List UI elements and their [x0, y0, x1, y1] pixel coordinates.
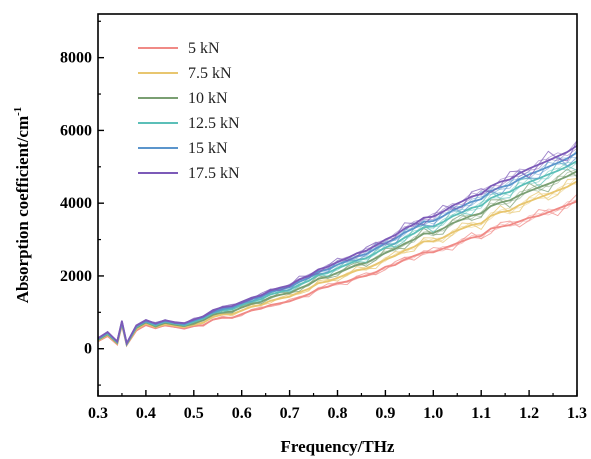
- x-tick-label: 0.6: [232, 405, 252, 422]
- x-tick-label: 1.2: [519, 405, 539, 422]
- legend-label: 12.5 kN: [188, 115, 240, 132]
- x-tick-label: 0.9: [375, 405, 395, 422]
- series-17-5-kn: [98, 139, 577, 346]
- series-line: [98, 180, 577, 348]
- series-replicate-line: [98, 168, 577, 346]
- x-tick-label: 0.5: [184, 405, 204, 422]
- series-replicate-line: [98, 168, 577, 346]
- series-10-kn: [98, 168, 577, 347]
- legend-label: 17.5 kN: [188, 165, 240, 182]
- series-line: [98, 144, 577, 346]
- x-tick-label: 0.8: [328, 405, 348, 422]
- legend: 5 kN 7.5 kN 10 kN 12.5 kN 15 kN 17.5 kN: [138, 40, 240, 182]
- y-axis-title-base: Absorption coefficient/cm: [13, 116, 32, 303]
- y-tick-label: 4000: [60, 195, 92, 212]
- plot-frame: [97, 13, 578, 397]
- ticks-layer: 0.3 0.4 0.5 0.6 0.7 0.8 0.9 1.0 1.1 1.2 1.3 0 2000 40…: [60, 20, 587, 422]
- legend-label: 15 kN: [188, 140, 228, 157]
- legend-label: 10 kN: [188, 90, 228, 107]
- series-replicate-line: [98, 141, 577, 345]
- x-tick-label: 1.0: [423, 405, 443, 422]
- y-axis-title: Absorption coefficient/cm-1: [12, 107, 32, 304]
- y-tick-label: 0: [84, 341, 92, 358]
- series-line: [98, 170, 577, 347]
- y-axis-title-superscript: -1: [12, 107, 24, 116]
- x-tick-label: 1.1: [471, 405, 491, 422]
- x-tick-label: 0.7: [280, 405, 300, 422]
- x-axis-title: Frequency/THz: [281, 437, 395, 456]
- series-line: [98, 200, 577, 348]
- series-replicate-line: [98, 155, 577, 345]
- legend-label: 7.5 kN: [188, 65, 232, 82]
- x-tick-label: 0.3: [88, 405, 108, 422]
- series-5-kn: [98, 193, 577, 348]
- series-replicate-line: [98, 140, 577, 345]
- series-replicate-line: [98, 169, 577, 346]
- y-tick-label: 2000: [60, 268, 92, 285]
- series-layer: [98, 139, 577, 348]
- y-tick-label: 8000: [60, 50, 92, 67]
- x-tick-label: 1.3: [567, 405, 587, 422]
- series-replicate-line: [98, 139, 577, 345]
- x-tick-label: 0.4: [136, 405, 156, 422]
- legend-label: 5 kN: [188, 40, 220, 57]
- y-tick-label: 6000: [60, 122, 92, 139]
